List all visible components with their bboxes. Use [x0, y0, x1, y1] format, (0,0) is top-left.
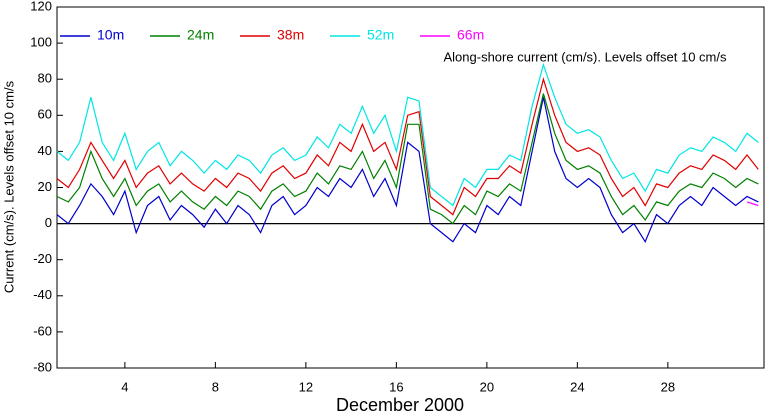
legend-label: 10m [97, 27, 124, 43]
x-tick-label: 4 [121, 379, 128, 394]
y-tick-label: 80 [38, 71, 52, 86]
x-axis-label: December 2000 [336, 395, 464, 414]
y-tick-label: 40 [38, 143, 52, 158]
y-tick-label: -60 [33, 323, 52, 338]
y-tick-label: 60 [38, 107, 52, 122]
y-axis-label: Current (cm/s). Levels offset 10 cm/s [1, 80, 16, 293]
legend-label: 66m [457, 27, 484, 43]
x-tick-label: 12 [299, 379, 313, 394]
series-line [56, 76, 759, 216]
series-line [56, 62, 759, 207]
y-tick-label: -80 [33, 359, 52, 374]
legend-label: 38m [277, 27, 304, 43]
series-line [746, 201, 759, 207]
annotation: Along-shore current (cm/s). Levels offse… [444, 49, 727, 64]
series-line [56, 97, 759, 244]
x-tick-label: 28 [661, 379, 675, 394]
y-tick-label: 20 [38, 179, 52, 194]
legend-label: 24m [187, 27, 214, 43]
y-tick-label: 120 [30, 0, 52, 13]
x-tick-label: 16 [389, 379, 403, 394]
x-tick-label: 24 [570, 379, 584, 394]
y-tick-label: 0 [45, 215, 52, 230]
legend-label: 52m [367, 27, 394, 43]
y-tick-label: -40 [33, 287, 52, 302]
y-tick-label: 100 [30, 35, 52, 50]
x-tick-label: 8 [212, 379, 219, 394]
series-line [56, 93, 759, 225]
y-tick-label: -20 [33, 251, 52, 266]
x-tick-label: 20 [480, 379, 494, 394]
